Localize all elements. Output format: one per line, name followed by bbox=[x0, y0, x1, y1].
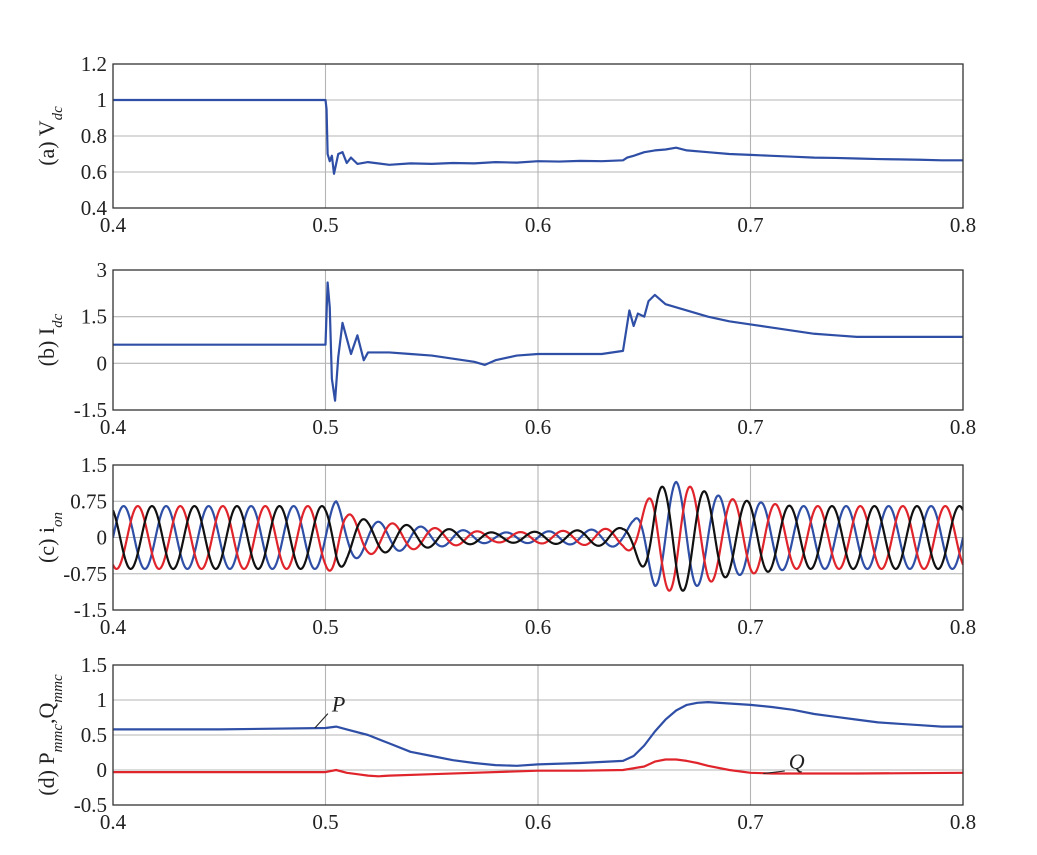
series-line-black bbox=[113, 485, 963, 592]
x-tick-label: 0.5 bbox=[312, 415, 338, 439]
y-tick-label: 1 bbox=[97, 88, 108, 112]
axes-frame bbox=[112, 269, 964, 411]
x-tick-label: 0.4 bbox=[100, 213, 127, 237]
panel-2: 0.4 0.5 0.6 0.7 0.8 -1.5 0 1.5 3 (b) Idc bbox=[34, 258, 976, 439]
annotation-leader bbox=[763, 770, 785, 775]
x-tick-label: 0.7 bbox=[737, 615, 763, 639]
series-line-blue bbox=[113, 701, 963, 767]
x-tick-label: 0.6 bbox=[525, 213, 551, 237]
x-tick-label: 0.6 bbox=[525, 810, 551, 834]
y-axis-label: (c) ion bbox=[34, 512, 66, 563]
series-line-blue bbox=[113, 281, 963, 402]
x-tick-label: 0.5 bbox=[312, 213, 338, 237]
x-tick-label: 0.8 bbox=[950, 810, 976, 834]
axes-frame bbox=[112, 63, 964, 209]
y-tick-label: 1 bbox=[97, 688, 108, 712]
series-line-red bbox=[113, 485, 963, 592]
y-tick-label: -1.5 bbox=[74, 598, 107, 622]
y-tick-label: 0.8 bbox=[81, 124, 107, 148]
y-tick-label: -0.75 bbox=[63, 562, 107, 586]
x-tick-label: 0.6 bbox=[525, 615, 551, 639]
panel-3: 0.4 0.5 0.6 0.7 0.8 -1.5 -0.75 0 0.75 1.5 (c) ion bbox=[34, 453, 976, 639]
x-tick-label: 0.7 bbox=[737, 415, 763, 439]
y-tick-label: 1.5 bbox=[81, 453, 107, 477]
y-tick-label: 1.5 bbox=[81, 305, 107, 329]
x-tick-label: 0.8 bbox=[950, 213, 976, 237]
plot-area bbox=[113, 701, 963, 778]
x-tick-label: 0.5 bbox=[312, 615, 338, 639]
panel-1: 0.4 0.5 0.6 0.7 0.8 0.4 0.6 0.8 1 1.2 (a) Vdc bbox=[34, 52, 976, 237]
y-tick-label: 0.75 bbox=[70, 489, 107, 513]
x-tick-label: 0.7 bbox=[737, 810, 763, 834]
x-tick-label: 0.4 bbox=[100, 810, 127, 834]
y-tick-label: 0.5 bbox=[81, 723, 107, 747]
y-tick-label: 0 bbox=[97, 758, 108, 782]
y-tick-label: -0.5 bbox=[74, 793, 107, 817]
y-tick-label: 1.5 bbox=[81, 653, 107, 677]
panel-4: 0.4 0.5 0.6 0.7 0.8 -0.5 0 0.5 1 1.5 (d) Pmmc,Qmmc… bbox=[34, 653, 976, 834]
x-tick-label: 0.4 bbox=[100, 615, 127, 639]
x-tick-label: 0.7 bbox=[737, 213, 763, 237]
axes-frame bbox=[112, 664, 964, 806]
y-tick-label: 3 bbox=[97, 258, 108, 282]
y-tick-label: 0.4 bbox=[81, 196, 108, 220]
y-tick-label: 0 bbox=[97, 526, 108, 550]
x-tick-label: 0.6 bbox=[525, 415, 551, 439]
y-axis-label: (b) Idc bbox=[34, 313, 66, 366]
annotation-label-Q: Q bbox=[789, 749, 805, 774]
x-tick-label: 0.8 bbox=[950, 415, 976, 439]
axes-frame bbox=[112, 464, 964, 611]
y-tick-label: 0.6 bbox=[81, 160, 107, 184]
y-axis-label: (d) Pmmc,Qmmc bbox=[34, 674, 66, 796]
y-axis-label: (a) Vdc bbox=[34, 106, 66, 166]
y-tick-label: 1.2 bbox=[81, 52, 107, 76]
plot-area bbox=[113, 480, 963, 592]
annotation-label-P: P bbox=[331, 692, 345, 717]
x-tick-label: 0.5 bbox=[312, 810, 338, 834]
y-tick-label: 0 bbox=[97, 351, 108, 375]
x-tick-label: 0.8 bbox=[950, 615, 976, 639]
annotation-leader bbox=[314, 713, 329, 729]
x-tick-label: 0.4 bbox=[100, 415, 127, 439]
y-tick-label: -1.5 bbox=[74, 398, 107, 422]
series-line-blue bbox=[113, 98, 963, 175]
series-line-red bbox=[113, 758, 963, 778]
plot-area bbox=[113, 281, 963, 402]
series-line-blue bbox=[113, 480, 963, 587]
plot-area bbox=[113, 98, 963, 175]
